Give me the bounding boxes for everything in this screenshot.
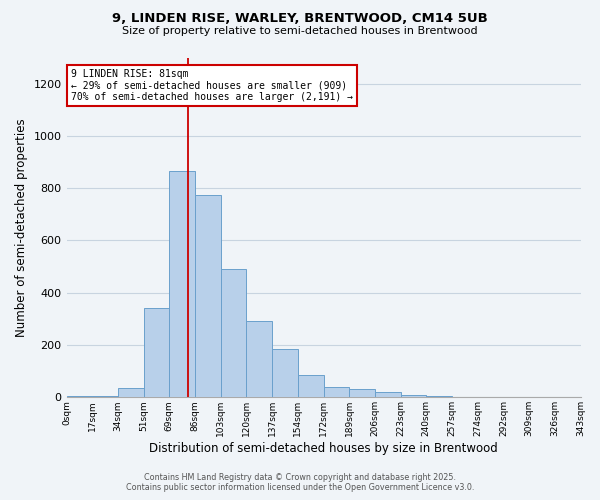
Bar bbox=[92, 396, 118, 398]
Bar bbox=[118, 388, 143, 398]
Bar bbox=[67, 396, 92, 398]
Bar bbox=[401, 394, 427, 398]
Bar bbox=[221, 269, 247, 398]
Bar bbox=[169, 171, 195, 398]
Bar bbox=[349, 390, 375, 398]
Y-axis label: Number of semi-detached properties: Number of semi-detached properties bbox=[15, 118, 28, 336]
Text: Size of property relative to semi-detached houses in Brentwood: Size of property relative to semi-detach… bbox=[122, 26, 478, 36]
Bar bbox=[298, 375, 323, 398]
Bar bbox=[143, 308, 169, 398]
Bar bbox=[272, 349, 298, 398]
Text: 9, LINDEN RISE, WARLEY, BRENTWOOD, CM14 5UB: 9, LINDEN RISE, WARLEY, BRENTWOOD, CM14 … bbox=[112, 12, 488, 26]
Bar bbox=[247, 322, 272, 398]
X-axis label: Distribution of semi-detached houses by size in Brentwood: Distribution of semi-detached houses by … bbox=[149, 442, 498, 455]
Bar bbox=[323, 387, 349, 398]
Bar bbox=[375, 392, 401, 398]
Text: 9 LINDEN RISE: 81sqm
← 29% of semi-detached houses are smaller (909)
70% of semi: 9 LINDEN RISE: 81sqm ← 29% of semi-detac… bbox=[71, 70, 353, 102]
Bar bbox=[427, 396, 452, 398]
Bar bbox=[452, 396, 478, 398]
Bar bbox=[195, 194, 221, 398]
Text: Contains HM Land Registry data © Crown copyright and database right 2025.
Contai: Contains HM Land Registry data © Crown c… bbox=[126, 473, 474, 492]
